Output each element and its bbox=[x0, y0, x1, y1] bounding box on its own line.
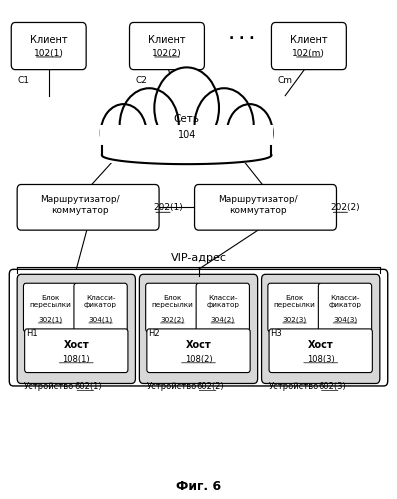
Text: 202(1): 202(1) bbox=[153, 203, 183, 212]
Text: Клиент: Клиент bbox=[30, 35, 67, 45]
Text: Устройство: Устройство bbox=[146, 383, 197, 392]
Text: Класси-
фикатор: Класси- фикатор bbox=[84, 294, 117, 308]
FancyBboxPatch shape bbox=[11, 22, 86, 70]
Text: Сеть: Сеть bbox=[173, 114, 200, 124]
FancyBboxPatch shape bbox=[195, 185, 337, 230]
Text: Хост: Хост bbox=[308, 340, 333, 350]
Circle shape bbox=[119, 88, 179, 163]
Text: Устройство: Устройство bbox=[269, 383, 319, 392]
Text: 302(1): 302(1) bbox=[38, 316, 62, 323]
Text: Класси-
фикатор: Класси- фикатор bbox=[206, 294, 239, 308]
Text: 602(1): 602(1) bbox=[74, 383, 102, 392]
Circle shape bbox=[227, 104, 273, 162]
Text: 302(2): 302(2) bbox=[160, 316, 184, 323]
Text: Клиент: Клиент bbox=[290, 35, 328, 45]
Text: Блок
пересылки: Блок пересылки bbox=[151, 294, 193, 308]
Text: H3: H3 bbox=[270, 329, 282, 338]
Text: 102(1): 102(1) bbox=[34, 49, 64, 58]
FancyBboxPatch shape bbox=[262, 274, 380, 383]
Text: C2: C2 bbox=[135, 75, 147, 84]
Text: Класси-
фикатор: Класси- фикатор bbox=[328, 294, 362, 308]
Text: Устройство: Устройство bbox=[24, 383, 75, 392]
Text: 602(3): 602(3) bbox=[319, 383, 347, 392]
FancyBboxPatch shape bbox=[23, 283, 77, 332]
Text: Хост: Хост bbox=[64, 340, 89, 350]
Text: H2: H2 bbox=[148, 329, 160, 338]
FancyBboxPatch shape bbox=[272, 22, 346, 70]
FancyBboxPatch shape bbox=[269, 329, 372, 373]
Text: Блок
пересылки: Блок пересылки bbox=[274, 294, 316, 308]
Text: · · ·: · · · bbox=[229, 31, 254, 45]
Text: Клиент: Клиент bbox=[148, 35, 186, 45]
Text: 104: 104 bbox=[177, 130, 196, 140]
Text: 304(3): 304(3) bbox=[333, 316, 357, 323]
FancyBboxPatch shape bbox=[25, 329, 128, 373]
FancyBboxPatch shape bbox=[17, 185, 159, 230]
Text: 304(1): 304(1) bbox=[89, 316, 113, 323]
FancyBboxPatch shape bbox=[147, 329, 250, 373]
Text: 108(3): 108(3) bbox=[307, 354, 335, 364]
Text: H1: H1 bbox=[26, 329, 37, 338]
Text: Хост: Хост bbox=[186, 340, 211, 350]
FancyBboxPatch shape bbox=[318, 283, 372, 332]
Circle shape bbox=[195, 88, 254, 163]
Text: VIP-адрес: VIP-адрес bbox=[170, 253, 227, 263]
FancyBboxPatch shape bbox=[129, 22, 204, 70]
Text: 302(3): 302(3) bbox=[283, 316, 306, 323]
FancyBboxPatch shape bbox=[139, 274, 258, 383]
FancyBboxPatch shape bbox=[74, 283, 127, 332]
Text: Cm: Cm bbox=[278, 75, 292, 84]
Circle shape bbox=[101, 104, 146, 162]
FancyBboxPatch shape bbox=[9, 269, 388, 386]
FancyBboxPatch shape bbox=[17, 274, 135, 383]
FancyBboxPatch shape bbox=[196, 283, 249, 332]
Text: 304(2): 304(2) bbox=[211, 316, 235, 323]
Text: 108(1): 108(1) bbox=[62, 354, 90, 364]
Text: 102(2): 102(2) bbox=[152, 49, 182, 58]
Text: C1: C1 bbox=[17, 75, 29, 84]
Text: 602(2): 602(2) bbox=[197, 383, 224, 392]
FancyBboxPatch shape bbox=[268, 283, 321, 332]
Text: 102(m): 102(m) bbox=[293, 49, 325, 58]
FancyBboxPatch shape bbox=[100, 125, 274, 163]
Text: Маршрутизатор/
коммутатор: Маршрутизатор/ коммутатор bbox=[218, 195, 297, 215]
Text: Фиг. 6: Фиг. 6 bbox=[176, 480, 221, 493]
Text: 202(2): 202(2) bbox=[331, 203, 360, 212]
Text: 108(2): 108(2) bbox=[185, 354, 212, 364]
Circle shape bbox=[154, 67, 219, 149]
Text: Маршрутизатор/
коммутатор: Маршрутизатор/ коммутатор bbox=[40, 195, 120, 215]
FancyBboxPatch shape bbox=[146, 283, 199, 332]
Text: Блок
пересылки: Блок пересылки bbox=[29, 294, 71, 308]
